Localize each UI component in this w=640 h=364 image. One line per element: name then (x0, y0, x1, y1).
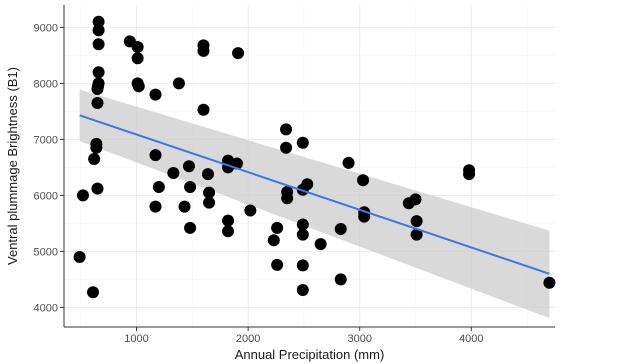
data-point (92, 15, 105, 28)
data-point (167, 167, 180, 179)
trend-line (79, 114, 550, 275)
data-point (76, 189, 89, 202)
y-tick-label: 5000 (34, 246, 58, 258)
data-point (334, 223, 347, 235)
data-point (232, 47, 245, 60)
data-point (172, 77, 185, 90)
data-point (409, 193, 422, 206)
confidence-band (79, 89, 550, 319)
data-point (301, 178, 314, 191)
data-point (182, 160, 195, 173)
data-point (197, 103, 210, 116)
data-point (342, 156, 355, 169)
data-point (271, 221, 284, 234)
data-point (92, 66, 105, 79)
data-point (267, 234, 280, 247)
data-point (184, 181, 197, 193)
data-point (543, 276, 556, 289)
data-point (334, 273, 347, 286)
x-axis-ticks: 1000 2000 3000 4000 (124, 327, 484, 345)
data-point (358, 210, 371, 223)
y-tick-label: 9000 (34, 22, 58, 34)
data-point (280, 141, 293, 154)
x-tick-label: 3000 (347, 333, 371, 345)
data-point (296, 228, 309, 241)
x-axis-title: Annual Precipitation (mm) (235, 347, 385, 362)
data-point (222, 214, 235, 227)
data-point (131, 41, 144, 53)
data-point (357, 174, 370, 187)
data-point (280, 123, 293, 136)
data-point (197, 44, 210, 57)
data-point (87, 286, 100, 299)
data-point (296, 218, 309, 231)
y-axis-title: Ventral plummage Brightness (B1) (5, 67, 20, 265)
y-tick-label: 7000 (34, 134, 58, 146)
data-point (91, 182, 104, 195)
data-point (271, 258, 284, 271)
data-point (91, 97, 104, 109)
data-points (73, 15, 556, 299)
data-point (149, 200, 162, 213)
data-point (296, 284, 309, 297)
y-tick-label: 6000 (34, 190, 58, 202)
data-point (463, 168, 476, 181)
data-point (222, 225, 235, 238)
data-point (149, 149, 162, 162)
data-point (178, 200, 191, 213)
data-point (410, 228, 423, 241)
data-point (184, 221, 197, 234)
data-point (92, 24, 105, 37)
data-point (88, 153, 101, 165)
data-point (92, 77, 105, 90)
data-point (132, 80, 145, 93)
data-point (131, 52, 144, 65)
data-point (281, 192, 294, 205)
data-point (203, 196, 216, 209)
data-point (314, 238, 327, 251)
data-point (92, 38, 105, 51)
data-point (296, 136, 309, 149)
y-tick-label: 4000 (34, 302, 58, 314)
data-point (73, 251, 86, 263)
data-point (296, 259, 309, 272)
data-point (244, 204, 257, 217)
data-point (203, 186, 216, 199)
data-point (152, 181, 165, 193)
y-axis-ticks: 4000 5000 6000 7000 8000 9000 (34, 22, 64, 314)
y-tick-label: 8000 (34, 78, 58, 90)
x-tick-label: 2000 (236, 333, 260, 345)
data-point (410, 215, 423, 228)
x-tick-label: 4000 (459, 333, 483, 345)
data-point (90, 137, 103, 150)
x-tick-label: 1000 (124, 333, 148, 345)
data-point (201, 168, 214, 181)
data-point (149, 88, 162, 101)
